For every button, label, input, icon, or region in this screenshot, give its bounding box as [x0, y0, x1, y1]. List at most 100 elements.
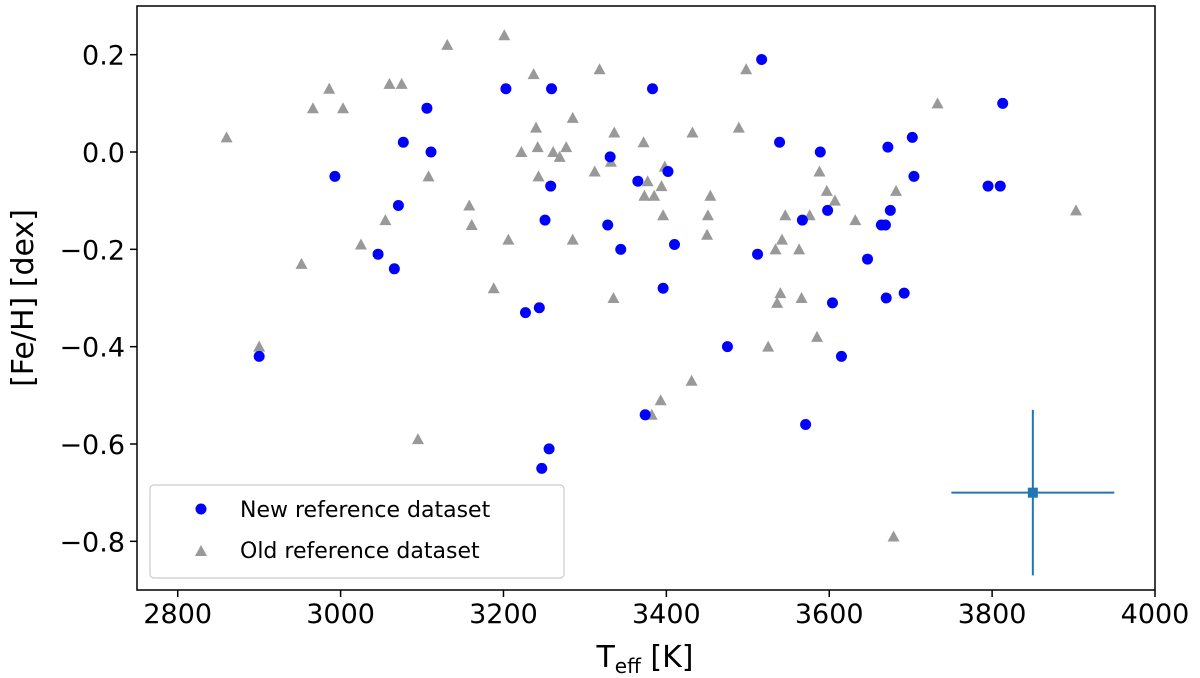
old-reference-point [306, 102, 319, 114]
new-reference-point [539, 214, 551, 226]
new-reference-point [994, 180, 1006, 192]
new-reference-point [906, 131, 918, 143]
new-reference-point [500, 83, 512, 95]
old-reference-point [295, 257, 308, 269]
legend-label-new: New reference dataset [240, 498, 491, 523]
old-reference-point [530, 121, 543, 133]
old-reference-point [607, 292, 620, 303]
legend-box [149, 484, 565, 579]
new-reference-point [425, 146, 437, 158]
old-reference-point [638, 189, 651, 201]
new-reference-point [388, 263, 400, 275]
x-axis-label: Teff [K] [595, 640, 693, 678]
old-reference-point [811, 330, 824, 342]
old-reference-point [701, 209, 714, 221]
legend-label-old: Old reference dataset [240, 539, 480, 564]
legend: New reference dataset Old reference data… [149, 484, 565, 579]
x-tick-label: 3600 [795, 599, 864, 630]
new-reference-point [879, 219, 891, 231]
new-reference-point [647, 83, 659, 95]
old-reference-point [547, 146, 560, 157]
legend-marker-old [195, 545, 207, 556]
old-reference-point [641, 175, 654, 187]
new-reference-point [604, 151, 616, 163]
old-reference-point [553, 150, 566, 162]
old-reference-point [566, 111, 579, 123]
new-reference-point [253, 350, 265, 362]
old-reference-point [637, 136, 650, 148]
x-axis-ticks: 2800 3000 3200 3400 3600 3800 4000 [143, 590, 1189, 630]
old-reference-point [793, 243, 806, 255]
new-reference-point [982, 180, 994, 192]
error-bar-center [1027, 487, 1038, 498]
old-reference-point [762, 340, 775, 352]
old-reference-point [774, 287, 787, 299]
y-tick-label: −0.2 [59, 235, 125, 266]
old-reference-point [253, 340, 266, 352]
old-reference-point [593, 63, 606, 75]
new-reference-point [669, 238, 681, 250]
old-reference-point [588, 165, 601, 177]
new-reference-point [421, 102, 433, 114]
old-reference-point [463, 199, 476, 211]
old-reference-point [395, 77, 408, 89]
old-reference-point [527, 68, 540, 80]
old-reference-point [828, 194, 841, 206]
old-reference-point [686, 126, 699, 138]
new-reference-point [721, 341, 733, 353]
old-reference-point [498, 29, 511, 41]
new-reference-point [615, 243, 627, 255]
old-reference-point [657, 209, 670, 221]
new-reference-point [639, 409, 651, 421]
old-reference-point [515, 146, 528, 157]
new-reference-point [632, 175, 644, 187]
new-reference-point [884, 204, 896, 216]
old-reference-point [337, 102, 350, 114]
new-reference-point [774, 136, 786, 148]
old-reference-point [323, 82, 336, 94]
new-reference-point [546, 83, 558, 95]
x-tick-label: 3800 [958, 599, 1027, 630]
new-reference-point [602, 219, 614, 231]
old-reference-point [887, 530, 900, 542]
old-reference-point [849, 214, 862, 226]
old-reference-point [776, 233, 789, 245]
legend-marker-new [195, 503, 207, 515]
old-reference-point [795, 292, 808, 303]
old-reference-point [560, 141, 573, 153]
new-reference-point [329, 170, 341, 182]
plot-frame [136, 5, 1156, 591]
new-reference-point [756, 54, 768, 66]
old-reference-point [465, 219, 478, 230]
new-reference-point [657, 282, 669, 294]
old-reference-point [648, 189, 661, 201]
old-reference-point [411, 433, 424, 445]
new-reference-point [392, 200, 404, 212]
old-reference-point [379, 214, 392, 226]
y-axis-label: [Fe/H] [dex] [6, 209, 41, 387]
new-reference-point [862, 253, 874, 265]
old-reference-point [354, 238, 367, 250]
y-tick-label: 0.2 [82, 41, 125, 72]
x-tick-label: 3000 [306, 599, 375, 630]
old-reference-point [931, 97, 944, 109]
old-reference-point [771, 296, 784, 308]
new-reference-point [997, 97, 1009, 109]
old-reference-point [779, 209, 792, 221]
new-reference-point [545, 180, 557, 192]
new-reference-point [543, 443, 555, 455]
old-reference-point [383, 77, 396, 89]
new-reference-point [662, 165, 674, 177]
new-reference-point [882, 141, 894, 153]
old-reference-point [531, 141, 544, 153]
old-reference-point [732, 121, 745, 133]
old-reference-point [487, 282, 500, 294]
old-reference-point [422, 170, 435, 182]
new-reference-point [800, 419, 812, 431]
old-reference-series [220, 29, 1083, 542]
old-reference-point [890, 184, 903, 196]
new-reference-point [533, 302, 545, 314]
old-reference-point [685, 374, 698, 386]
old-reference-point [441, 38, 454, 50]
